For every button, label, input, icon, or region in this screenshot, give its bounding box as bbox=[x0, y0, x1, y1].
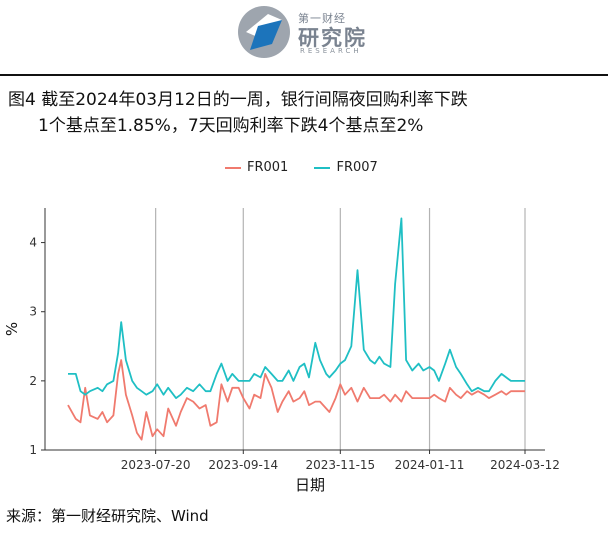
x-axis-title: 日期 bbox=[295, 476, 325, 494]
legend-item-fr007: FR007 bbox=[314, 160, 378, 175]
chart-legend: FR001 FR007 bbox=[225, 160, 400, 180]
y-tick-label: 3 bbox=[29, 305, 37, 319]
logo-research-text: RESEARCH bbox=[300, 47, 362, 55]
series-line-fr001 bbox=[67, 359, 525, 441]
y-tick-label: 4 bbox=[29, 236, 37, 250]
caption-line-2: 1个基点至1.85%，7天回购利率下跌4个基点至2% bbox=[38, 116, 424, 136]
y-tick-label: 1 bbox=[29, 443, 37, 457]
x-tick-label: 2024-03-12 bbox=[490, 458, 560, 472]
logo-name-small: 第一财经 bbox=[298, 12, 346, 25]
caption-line-1: 图4 截至2024年03月12日的一周，银行间隔夜回购利率下跌 bbox=[8, 90, 468, 110]
header-divider bbox=[0, 74, 608, 76]
legend-swatch-fr007 bbox=[314, 166, 331, 169]
logo-name-big: 研究院 bbox=[298, 26, 367, 50]
y-axis-title: % bbox=[3, 322, 21, 336]
logo-emblem-icon bbox=[238, 6, 290, 58]
y-tick-label: 2 bbox=[29, 374, 37, 388]
source-note: 来源：第一财经研究院、Wind bbox=[6, 507, 209, 525]
legend-label-fr007: FR007 bbox=[336, 160, 378, 175]
logo: 第一财经 研究院 RESEARCH bbox=[238, 6, 378, 58]
x-tick-label: 2023-09-14 bbox=[208, 458, 278, 472]
legend-item-fr001: FR001 bbox=[225, 160, 288, 175]
legend-label-fr001: FR001 bbox=[247, 160, 289, 175]
line-chart: 1 2 3 4 2023-07-20 2023-09-14 2023-11-15 2024-0… bbox=[3, 208, 560, 494]
series-line-fr007 bbox=[68, 217, 525, 399]
legend-swatch-fr001 bbox=[225, 166, 241, 169]
x-tick-label: 2024-01-11 bbox=[395, 458, 465, 472]
x-tick-label: 2023-11-15 bbox=[305, 458, 375, 472]
figure-caption: 图4 截至2024年03月12日的一周，银行间隔夜回购利率下跌 1个基点至1.8… bbox=[8, 87, 468, 139]
x-tick-label: 2023-07-20 bbox=[121, 458, 191, 472]
